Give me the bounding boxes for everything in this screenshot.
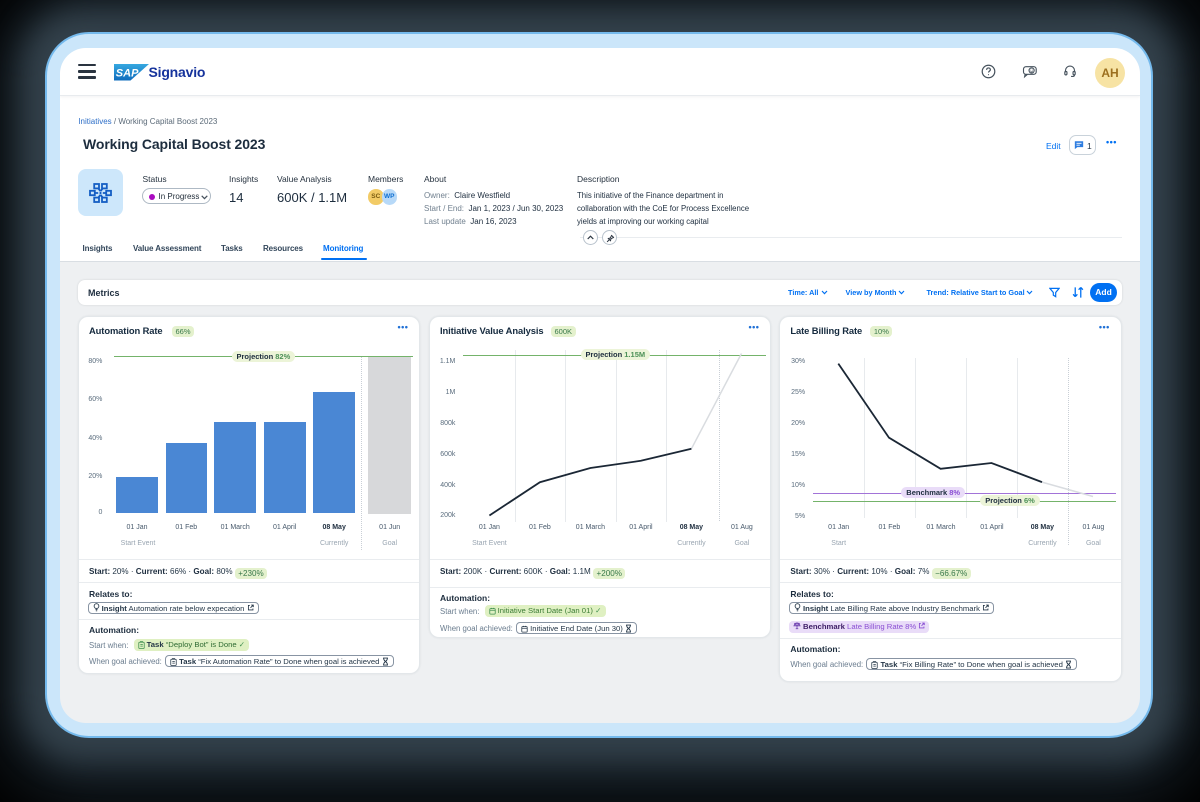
svg-text:SAP: SAP: [116, 67, 139, 79]
